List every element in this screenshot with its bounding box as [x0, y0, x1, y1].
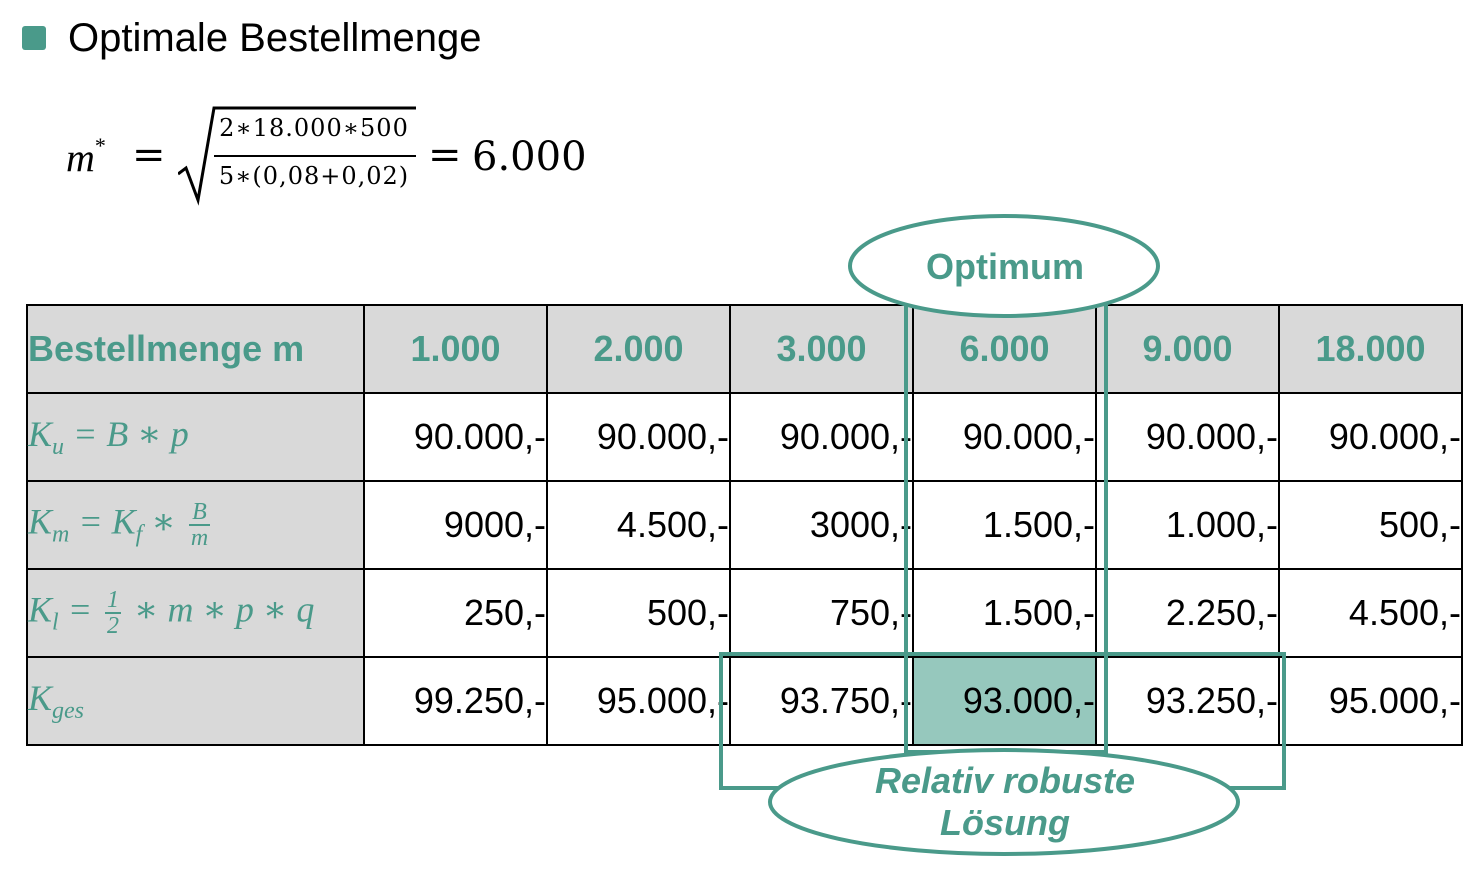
square-root-icon	[178, 106, 416, 206]
formula-result: 6.000	[472, 134, 587, 180]
table-cell: 99.250,-	[363, 656, 548, 746]
table-cell: 4.500,-	[1278, 568, 1463, 658]
table-cell: 93.250,-	[1095, 656, 1280, 746]
column-header: 18.000	[1278, 304, 1463, 394]
row-label-ku: Ku = B ∗ p	[26, 392, 365, 482]
table-cell: 90.000,-	[912, 392, 1097, 482]
table-cell: 4.500,-	[546, 480, 731, 570]
header-label: Bestellmenge m	[26, 304, 365, 394]
column-header: 9.000	[1095, 304, 1280, 394]
table-cell: 90.000,-	[363, 392, 548, 482]
table-cell: 250,-	[363, 568, 548, 658]
table-header-row: Bestellmenge m 1.000 2.000 3.000 6.000 9…	[26, 304, 1463, 394]
table-cell: 90.000,-	[1278, 392, 1463, 482]
table-cell: 90.000,-	[546, 392, 731, 482]
column-header: 3.000	[729, 304, 914, 394]
table-cell: 1.500,-	[912, 480, 1097, 570]
table-cell: 1.000,-	[1095, 480, 1280, 570]
table-cell: 93.750,-	[729, 656, 914, 746]
optimum-cell: 93.000,-	[912, 656, 1097, 746]
column-header: 2.000	[546, 304, 731, 394]
bullet-square-icon	[22, 26, 46, 50]
table-cell: 9000,-	[363, 480, 548, 570]
table-cell: 3000,-	[729, 480, 914, 570]
robust-label-line2: Lösung	[940, 802, 1070, 843]
cost-table: Bestellmenge m 1.000 2.000 3.000 6.000 9…	[26, 304, 1463, 746]
optimum-label: Optimum	[926, 246, 1084, 287]
column-header: 1.000	[363, 304, 548, 394]
table-cell: 95.000,-	[546, 656, 731, 746]
formula-equals-result: =	[428, 132, 462, 178]
formula-numerator: 2∗18.000∗500	[219, 114, 409, 142]
row-label-kges: Kges	[26, 656, 365, 746]
table-cell: 95.000,-	[1278, 656, 1463, 746]
slide-title: Optimale Bestellmenge	[68, 16, 482, 60]
column-header: 6.000	[912, 304, 1097, 394]
table-row: Ku = B ∗ p 90.000,- 90.000,- 90.000,- 90…	[26, 392, 1463, 482]
table-cell: 500,-	[546, 568, 731, 658]
formula-lhs: m*	[66, 132, 106, 180]
table-cell: 750,-	[729, 568, 914, 658]
table-cell: 90.000,-	[729, 392, 914, 482]
table-cell: 1.500,-	[912, 568, 1097, 658]
formula-equals: =	[132, 132, 166, 178]
table-cell: 500,-	[1278, 480, 1463, 570]
order-quantity-formula: m* = 2∗18.000∗500 5∗(0,08+0,02) = 6.000	[66, 104, 606, 214]
table-cell: 90.000,-	[1095, 392, 1280, 482]
robust-label-line1: Relativ robuste	[874, 760, 1136, 801]
robust-solution-label: Relativ robuste Lösung	[770, 760, 1240, 844]
table-row: Kges 99.250,- 95.000,- 93.750,- 93.000,-…	[26, 656, 1463, 746]
table-cell: 2.250,-	[1095, 568, 1280, 658]
formula-denominator: 5∗(0,08+0,02)	[218, 162, 410, 190]
